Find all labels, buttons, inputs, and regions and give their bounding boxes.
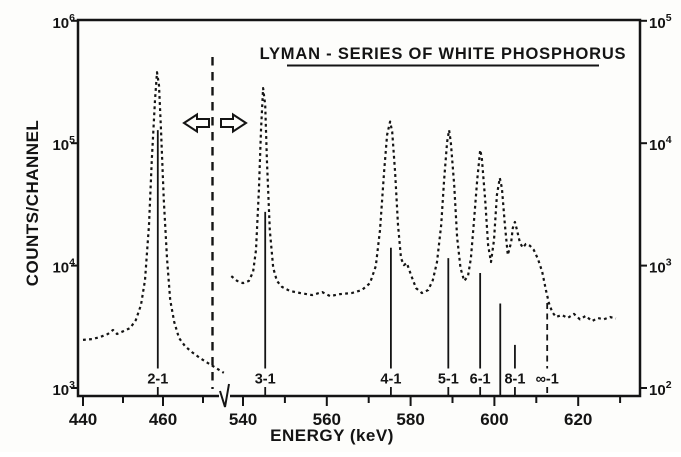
- y-tick-label-left: 104: [52, 257, 75, 277]
- x-tick-label: 620: [564, 410, 592, 429]
- x-axis-title: ENERGY (keV): [270, 426, 394, 445]
- spectrum-curve: [230, 87, 617, 323]
- plot-frame: [76, 18, 642, 398]
- axis-break-zigzag: [219, 383, 230, 408]
- plot-dynamic-layer: 106 105 104 103 105 104 103 102 440 460 540 560 580 6…: [52, 12, 671, 429]
- y-tick-label-left: 103: [52, 379, 75, 399]
- peak-marker-label: 3-1: [255, 372, 276, 388]
- peak-marker-label: 8-1: [504, 372, 525, 388]
- x-tick-label: 440: [69, 410, 97, 429]
- x-tick-label: 460: [149, 410, 177, 429]
- peak-marker-label: 4-1: [380, 372, 401, 388]
- spectrum-curve: [82, 71, 225, 374]
- x-tick-label: 560: [313, 410, 341, 429]
- x-tick-label: 600: [480, 410, 508, 429]
- y-axis-title: COUNTS/CHANNEL: [23, 120, 42, 287]
- break-arrow-right-icon: [220, 112, 248, 134]
- break-arrow-left-icon: [182, 112, 210, 134]
- chart-title: LYMAN - SERIES OF WHITE PHOSPHORUS: [260, 45, 627, 63]
- y-tick-label-right: 104: [649, 134, 672, 154]
- y-tick-label-left: 106: [52, 12, 75, 32]
- peak-marker-label: 2-1: [147, 372, 168, 388]
- y-tick-label-right: 103: [649, 257, 672, 277]
- y-tick-label-right: 102: [649, 379, 672, 399]
- peak-marker-label: 6-1: [470, 372, 491, 388]
- y-tick-label-right: 105: [649, 12, 672, 32]
- axis-break-gap: [219, 392, 230, 400]
- peak-marker-label: 5-1: [438, 372, 459, 388]
- x-tick-label: 540: [229, 410, 257, 429]
- y-tick-label-left: 105: [52, 134, 75, 154]
- x-tick-label: 580: [396, 410, 424, 429]
- peak-marker-label: ∞-1: [536, 372, 559, 388]
